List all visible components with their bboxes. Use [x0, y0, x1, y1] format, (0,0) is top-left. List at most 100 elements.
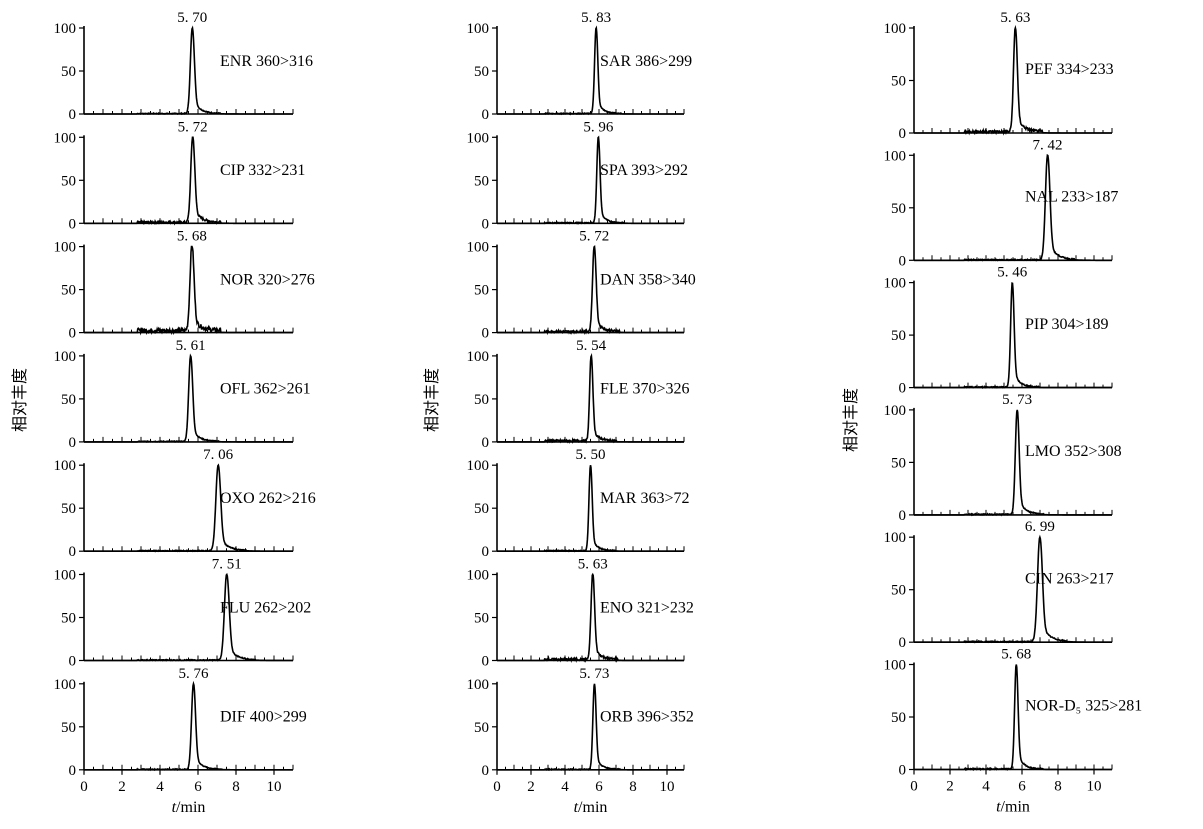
trace-label: DIF 400>299: [220, 709, 307, 726]
peak-label: 5. 68: [1001, 647, 1031, 663]
y-tick-label: 0: [899, 381, 907, 397]
x-axis-title: t/min: [574, 799, 608, 816]
y-tick-label: 100: [884, 403, 907, 419]
x-tick-label: 8: [232, 779, 240, 795]
y-tick-label: 0: [69, 763, 77, 779]
trace-label: SPA 393>292: [600, 162, 688, 179]
y-tick-label: 100: [467, 568, 490, 584]
peak-label: 6. 99: [1025, 519, 1055, 535]
peak-label: 7. 51: [212, 557, 242, 573]
chromatogram-trace: [497, 25, 684, 116]
chromatogram-trace: [914, 664, 1112, 772]
chromatogram-trace: [84, 245, 293, 336]
chromatogram-trace: [497, 352, 684, 444]
y-tick-label: 100: [884, 276, 907, 292]
y-tick-label: 0: [69, 107, 77, 123]
y-tick-label: 100: [467, 130, 490, 146]
y-axis-title: 相对丰度: [841, 388, 860, 452]
peak-label: 5. 63: [1000, 10, 1030, 26]
peak-label: 5. 73: [579, 666, 609, 682]
x-tick-label: 10: [660, 779, 675, 795]
x-tick-label: 2: [946, 779, 954, 795]
peak-label: 5. 96: [583, 119, 614, 135]
trace-label: DAN 358>340: [600, 271, 696, 288]
trace-label: ENR 360>316: [220, 53, 313, 70]
trace-label: SAR 386>299: [600, 53, 692, 70]
y-tick-label: 0: [899, 126, 907, 142]
x-tick-label: 4: [982, 779, 990, 795]
x-tick-label: 10: [1087, 779, 1102, 795]
y-tick-label: 0: [899, 635, 907, 651]
y-tick-label: 50: [891, 201, 906, 217]
peak-label: 7. 42: [1033, 137, 1063, 153]
x-tick-label: 6: [194, 779, 202, 795]
trace-label: ORB 396>352: [600, 709, 694, 726]
y-tick-label: 100: [54, 240, 77, 256]
peak-label: 5. 50: [576, 447, 606, 463]
y-tick-label: 100: [884, 658, 907, 674]
trace-label: FLU 262>202: [220, 599, 311, 616]
y-tick-label: 50: [474, 283, 489, 299]
x-tick-label: 0: [80, 779, 88, 795]
x-tick-label: 6: [595, 779, 603, 795]
y-tick-label: 0: [69, 326, 77, 342]
y-tick-label: 50: [891, 328, 906, 344]
chromatogram-trace: [497, 572, 684, 664]
trace-label: OXO 262>216: [220, 490, 316, 507]
y-tick-label: 50: [61, 283, 76, 299]
y-tick-label: 0: [69, 544, 77, 560]
y-tick-label: 100: [467, 21, 490, 37]
chromatogram-trace: [497, 244, 684, 336]
trace-label: NOR-D₅ 325>281: [1025, 698, 1142, 715]
chromatogram-trace: [84, 463, 293, 553]
chromatogram-trace: [914, 409, 1112, 517]
peak-label: 5. 73: [1002, 392, 1032, 408]
y-tick-label: 0: [69, 435, 77, 451]
trace-label: FLE 370>326: [600, 381, 689, 398]
y-tick-label: 0: [482, 216, 490, 232]
trace-label: CIN 263>217: [1025, 570, 1114, 587]
y-tick-label: 0: [482, 435, 490, 451]
y-tick-label: 100: [884, 148, 907, 164]
y-tick-label: 0: [69, 654, 77, 670]
y-tick-label: 0: [69, 216, 77, 232]
y-tick-label: 100: [54, 458, 77, 474]
peak-label: 5. 70: [177, 10, 207, 26]
x-axis-title: t/min: [172, 799, 206, 816]
chromatogram-trace: [914, 24, 1112, 136]
y-tick-label: 50: [891, 455, 906, 471]
chromatogram-trace: [84, 136, 293, 226]
y-tick-label: 50: [474, 501, 489, 517]
y-tick-label: 50: [474, 611, 489, 627]
peak-label: 5. 68: [177, 229, 207, 245]
y-tick-label: 0: [482, 654, 490, 670]
y-tick-label: 100: [467, 677, 490, 693]
trace-label: CIP 332>231: [220, 162, 305, 179]
x-tick-label: 2: [118, 779, 126, 795]
peak-label: 5. 72: [579, 229, 609, 245]
y-tick-label: 0: [482, 763, 490, 779]
x-tick-label: 6: [1018, 779, 1026, 795]
y-tick-label: 100: [884, 530, 907, 546]
x-tick-label: 0: [493, 779, 501, 795]
y-tick-label: 50: [474, 720, 489, 736]
trace-label: PIP 304>189: [1025, 316, 1109, 333]
y-tick-label: 50: [891, 583, 906, 599]
peak-label: 5. 76: [178, 666, 209, 682]
y-tick-label: 0: [899, 253, 907, 269]
x-tick-label: 2: [527, 779, 535, 795]
x-tick-label: 10: [267, 779, 282, 795]
y-tick-label: 100: [467, 240, 490, 256]
y-tick-label: 50: [474, 64, 489, 80]
y-tick-label: 50: [61, 611, 76, 627]
peak-label: 5. 83: [581, 10, 611, 26]
y-tick-label: 100: [884, 21, 907, 37]
y-tick-label: 50: [474, 392, 489, 408]
trace-label: NAL 233>187: [1025, 189, 1118, 206]
trace-label: OFL 362>261: [220, 381, 311, 398]
peak-label: 5. 46: [997, 265, 1028, 281]
trace-label: LMO 352>308: [1025, 443, 1122, 460]
y-tick-label: 100: [54, 21, 77, 37]
y-tick-label: 50: [891, 74, 906, 90]
x-tick-label: 4: [156, 779, 164, 795]
